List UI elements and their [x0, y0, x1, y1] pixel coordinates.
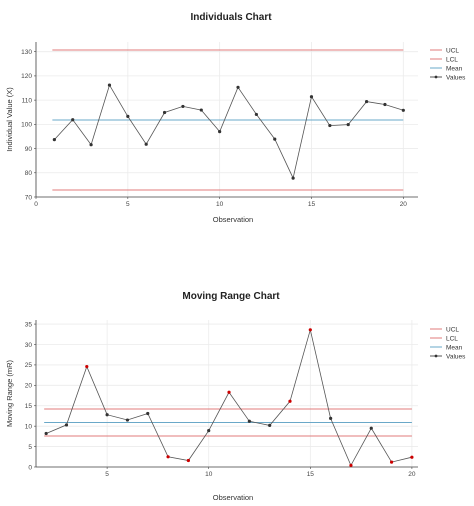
data-point [236, 85, 240, 89]
legend-marker-values [434, 75, 438, 79]
y-tick-label: 30 [25, 342, 33, 349]
data-point [346, 122, 350, 127]
chart-title: Moving Range Chart [182, 291, 280, 302]
data-point [89, 143, 93, 147]
y-tick-label: 80 [25, 170, 33, 177]
legend-label-ucl: UCL [446, 47, 459, 54]
data-point [268, 423, 272, 427]
data-point [199, 108, 203, 112]
x-axis-label: Observation [213, 215, 253, 224]
x-tick-label: 15 [307, 471, 315, 478]
y-tick-label: 25 [25, 362, 33, 369]
data-point [126, 114, 130, 118]
values-series-line [46, 329, 412, 467]
out-of-control-point [288, 399, 292, 403]
chart-legend: UCL LCL Mean Values [430, 47, 466, 81]
x-axis-label: Observation [213, 493, 253, 502]
y-tick-label: 20 [25, 383, 33, 390]
data-point [107, 83, 112, 87]
y-tick-label: 90 [25, 146, 33, 153]
y-tick-label: 0 [28, 464, 32, 471]
data-point [181, 104, 185, 109]
x-tick-label: 10 [216, 201, 224, 208]
data-point [383, 102, 387, 107]
y-tick-label: 120 [21, 73, 32, 80]
y-tick-label: 130 [21, 49, 32, 56]
data-point [105, 413, 109, 417]
legend-marker-values [434, 354, 438, 358]
chart-title: Individuals Chart [190, 12, 272, 23]
y-tick-label: 15 [25, 403, 33, 410]
out-of-control-point [349, 463, 353, 467]
y-axis-label: Individual Value (X) [5, 87, 14, 152]
data-point [52, 138, 56, 142]
out-of-control-point [186, 458, 190, 463]
legend-label-ucl: UCL [446, 326, 459, 333]
out-of-control-point [227, 390, 231, 394]
data-point [218, 130, 222, 134]
data-point [207, 429, 211, 433]
x-tick-label: 20 [408, 471, 416, 478]
y-tick-label: 5 [28, 444, 32, 451]
out-of-control-point [308, 328, 312, 332]
moving-range-chart: Moving Range Chart 0 5 10 15 20 25 30 35 5 10 15 20 O… [5, 291, 466, 502]
data-point [71, 118, 75, 122]
data-point [401, 108, 405, 112]
x-tick-label: 20 [400, 201, 408, 208]
data-point [144, 142, 148, 146]
data-point [273, 137, 277, 141]
y-tick-label: 100 [21, 122, 32, 129]
values-series-line [54, 84, 404, 180]
legend-label-values: Values [446, 74, 466, 81]
out-of-control-point [410, 455, 414, 459]
y-tick-label: 35 [25, 321, 33, 328]
data-point [254, 112, 258, 117]
data-point [64, 423, 69, 427]
legend-label-mean: Mean [446, 344, 463, 351]
data-point [162, 110, 167, 115]
individuals-chart: Individuals Chart 70 80 90 100 110 120 130 0 5 10 1… [5, 12, 466, 224]
out-of-control-point [166, 455, 170, 459]
x-tick-label: 10 [205, 471, 213, 478]
data-point [146, 411, 150, 416]
legend-label-mean: Mean [446, 65, 463, 72]
y-tick-label: 110 [22, 97, 33, 104]
data-point [369, 426, 373, 430]
out-of-control-point [389, 460, 394, 464]
x-tick-label: 15 [308, 201, 316, 208]
x-tick-label: 5 [126, 201, 130, 208]
legend-label-values: Values [446, 353, 466, 360]
legend-label-lcl: LCL [446, 335, 458, 342]
out-of-control-point [85, 364, 89, 369]
data-point [291, 176, 295, 180]
data-point [125, 418, 130, 422]
data-point [364, 99, 369, 104]
data-point [328, 123, 332, 128]
y-tick-label: 10 [25, 423, 33, 430]
chart-legend: UCL LCL Mean Values [430, 326, 466, 360]
x-tick-label: 0 [34, 201, 38, 208]
x-tick-label: 5 [105, 471, 109, 478]
y-tick-label: 70 [25, 194, 33, 201]
data-point [44, 431, 48, 436]
data-point [329, 416, 333, 421]
legend-label-lcl: LCL [446, 56, 458, 63]
y-axis-label: Moving Range (mR) [5, 359, 14, 427]
data-point [309, 95, 314, 99]
data-point [247, 419, 251, 423]
